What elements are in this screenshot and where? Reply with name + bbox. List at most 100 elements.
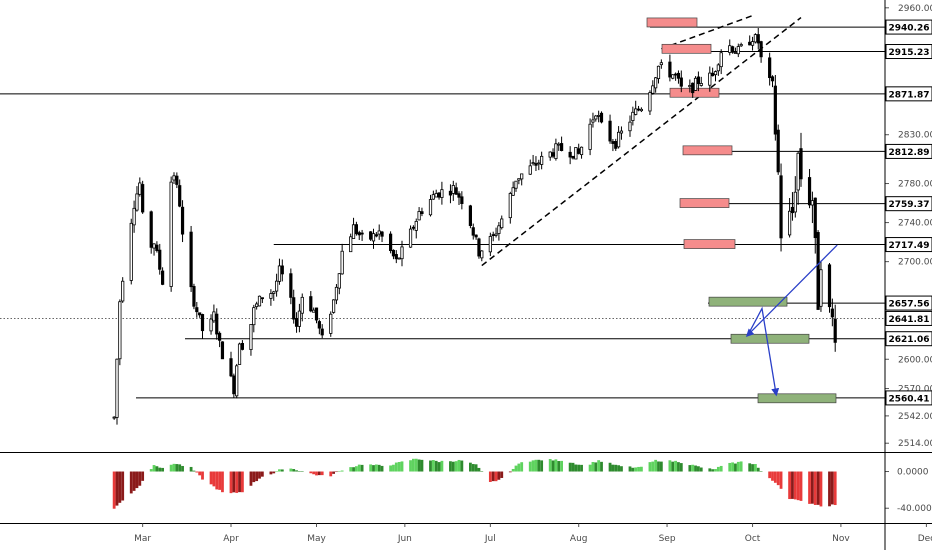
candle-up bbox=[451, 185, 455, 194]
resistance-zone-2814 bbox=[682, 145, 733, 156]
osc-bar-negative bbox=[833, 471, 837, 506]
osc-bar-negative bbox=[500, 471, 504, 478]
candle-down bbox=[388, 233, 393, 251]
candle-up bbox=[810, 200, 815, 206]
level-label: 2657.56 bbox=[889, 300, 930, 310]
candle-up bbox=[488, 236, 492, 253]
osc-bar-negative bbox=[329, 471, 333, 477]
candle-down bbox=[799, 148, 803, 180]
resistance-zone-2918 bbox=[661, 43, 712, 54]
osc-bar-negative bbox=[508, 471, 512, 473]
candle-down bbox=[309, 296, 313, 312]
candle-up bbox=[377, 230, 381, 235]
osc-bar-positive bbox=[668, 460, 672, 472]
candle-up bbox=[733, 52, 738, 54]
osc-bar-positive bbox=[679, 463, 683, 472]
level-label: 2621.06 bbox=[889, 335, 930, 345]
candle-down bbox=[477, 238, 481, 257]
level-label: 2560.41 bbox=[889, 394, 930, 404]
osc-bar-negative bbox=[118, 471, 122, 503]
candle-down bbox=[320, 328, 324, 336]
support-zone-2621 bbox=[730, 333, 810, 344]
level-label: 2871.87 bbox=[889, 90, 930, 100]
candle-up bbox=[579, 146, 584, 156]
candle-up bbox=[431, 194, 435, 200]
osc-bar-positive bbox=[557, 461, 561, 472]
osc-bar-positive bbox=[175, 464, 179, 472]
candle-up bbox=[138, 182, 142, 195]
candle-down bbox=[770, 76, 775, 82]
candle-down bbox=[360, 232, 364, 235]
osc-bar-positive bbox=[161, 467, 164, 472]
candle-down bbox=[731, 46, 735, 53]
candle-down bbox=[354, 224, 359, 235]
candle-down bbox=[317, 321, 321, 329]
candle-up bbox=[331, 299, 336, 313]
candle-down bbox=[534, 163, 538, 166]
candle-down bbox=[571, 155, 575, 159]
osc-bar-negative bbox=[195, 471, 199, 473]
y-tick-label: 2542.00 bbox=[898, 412, 932, 422]
candle-up bbox=[531, 162, 535, 165]
osc-bar-positive bbox=[591, 462, 595, 472]
osc-bar-positive bbox=[392, 464, 395, 472]
osc-bar-negative bbox=[260, 471, 264, 477]
candle-up bbox=[329, 313, 333, 334]
osc-bar-negative bbox=[494, 471, 498, 482]
candle-up bbox=[132, 207, 136, 226]
osc-bar-negative bbox=[132, 471, 136, 491]
candle-up bbox=[121, 280, 125, 302]
osc-bar-positive bbox=[734, 463, 737, 472]
osc-bar-positive bbox=[158, 467, 162, 472]
candle-down bbox=[608, 120, 612, 142]
osc-bar-positive bbox=[551, 460, 555, 472]
candle-up bbox=[656, 65, 661, 79]
candle-down bbox=[420, 211, 424, 214]
osc-bar-negative bbox=[771, 471, 774, 481]
candle-down bbox=[599, 112, 604, 123]
osc-bar-negative bbox=[112, 471, 116, 509]
level-label-box bbox=[885, 196, 932, 212]
osc-bar-positive bbox=[759, 471, 763, 472]
osc-bar-negative bbox=[808, 471, 811, 504]
candle-up bbox=[517, 178, 521, 181]
candle-up bbox=[728, 45, 732, 53]
osc-bar-positive bbox=[634, 467, 638, 472]
candle-down bbox=[369, 231, 373, 240]
osc-bar-positive bbox=[289, 468, 293, 472]
candlestick-series bbox=[112, 27, 837, 425]
resistance-zone-2718 bbox=[683, 239, 736, 249]
osc-bar-positive bbox=[457, 459, 461, 472]
y-tick-label: 2740.00 bbox=[898, 219, 932, 229]
candle-down bbox=[711, 72, 715, 77]
osc-bar-negative bbox=[768, 471, 772, 479]
candle-down bbox=[568, 151, 572, 158]
candle-up bbox=[639, 108, 644, 112]
candle-up bbox=[272, 291, 276, 294]
candle-down bbox=[141, 184, 145, 213]
candle-down bbox=[195, 307, 199, 313]
osc-bar-positive bbox=[719, 465, 723, 472]
candle-up bbox=[520, 173, 524, 180]
candle-up bbox=[588, 123, 592, 150]
candle-down bbox=[759, 41, 763, 58]
osc-bar-negative bbox=[816, 471, 820, 505]
osc-bar-positive bbox=[511, 468, 515, 472]
osc-bar-positive bbox=[412, 458, 415, 472]
osc-bar-negative bbox=[320, 471, 324, 476]
osc-bar-negative bbox=[212, 471, 216, 487]
osc-bar-positive bbox=[471, 464, 475, 472]
candle-up bbox=[400, 246, 404, 260]
candle-up bbox=[719, 52, 723, 68]
candle-up bbox=[514, 180, 518, 189]
candle-up bbox=[408, 228, 413, 248]
candle-down bbox=[289, 273, 293, 298]
candle-up bbox=[112, 416, 116, 419]
osc-bar-positive bbox=[708, 468, 712, 472]
candle-up bbox=[440, 189, 444, 198]
candle-up bbox=[651, 85, 655, 94]
candle-down bbox=[374, 234, 378, 237]
trendlines bbox=[481, 14, 802, 267]
candle-down bbox=[468, 205, 473, 226]
osc-bar-positive bbox=[736, 461, 740, 472]
